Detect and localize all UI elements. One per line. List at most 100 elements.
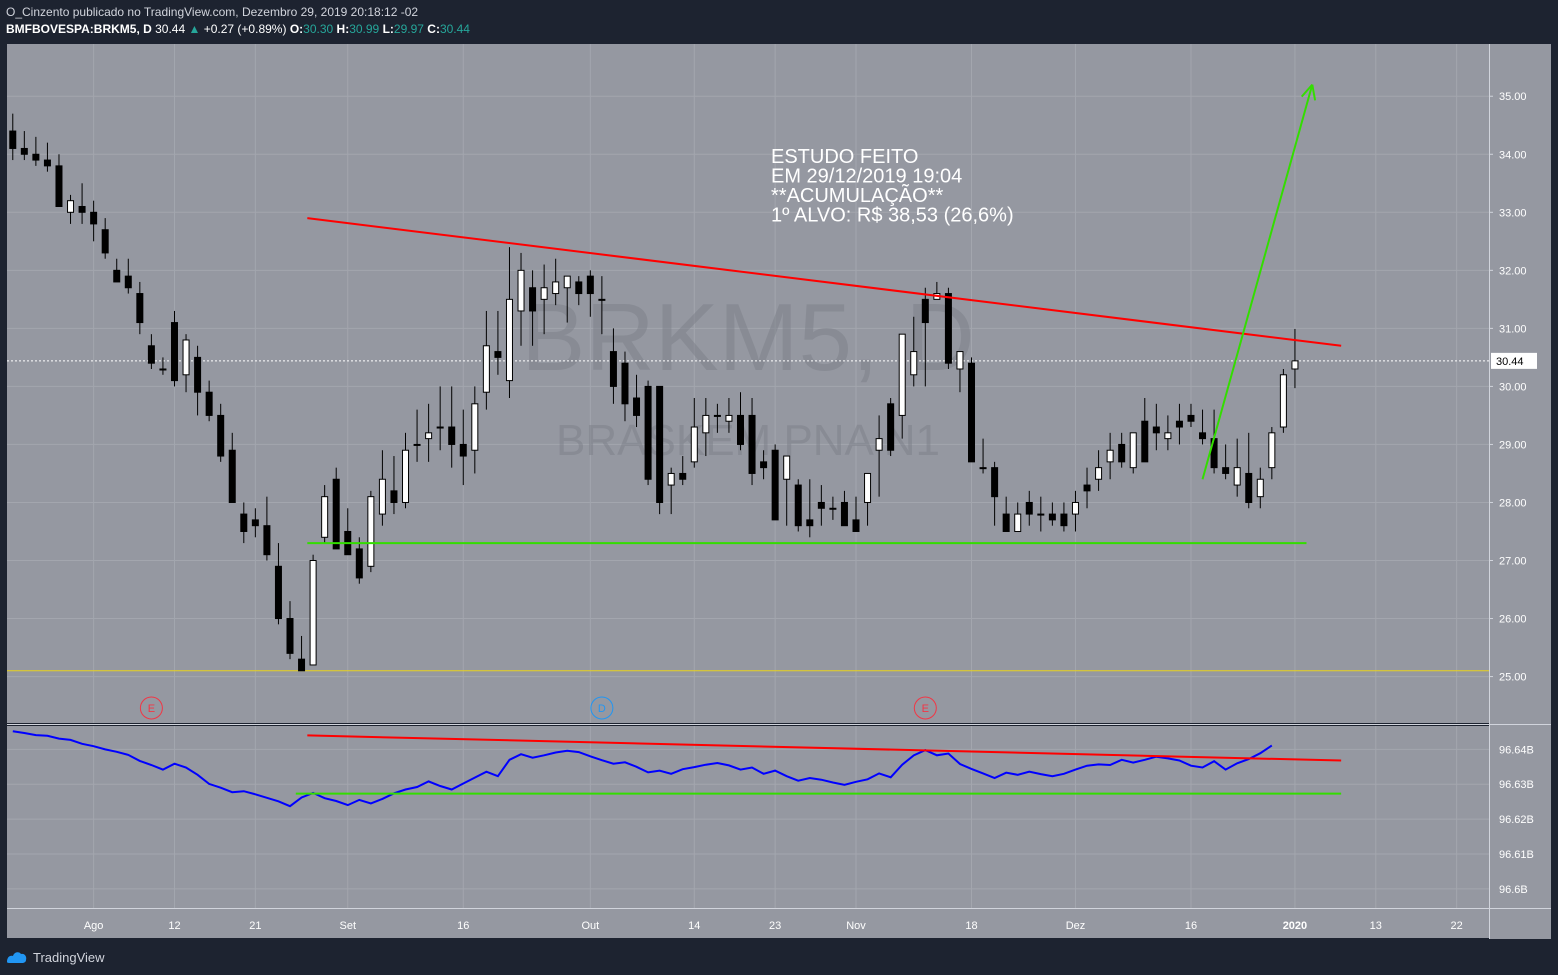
candle — [875, 415, 883, 497]
candle-body — [286, 618, 294, 654]
candle-body — [228, 449, 236, 503]
candle — [552, 258, 560, 306]
high-label: H: — [336, 22, 350, 36]
target-arrow-head — [1300, 83, 1314, 98]
x-tick-label: 14 — [688, 920, 700, 932]
x-tick-label: Nov — [846, 920, 866, 932]
candle-body — [563, 275, 571, 289]
candle — [852, 496, 860, 532]
candle-body — [1129, 432, 1137, 469]
target-arrow-head — [1311, 84, 1317, 101]
candle-body — [760, 461, 768, 469]
candle-body — [263, 525, 271, 556]
candle — [43, 142, 51, 172]
candle-body — [1118, 443, 1126, 463]
tradingview-logo-icon — [7, 952, 27, 963]
candle — [136, 281, 144, 335]
candle-body — [1187, 414, 1195, 422]
author-name[interactable]: O_Cinzento — [6, 5, 70, 19]
candle-body — [459, 443, 467, 457]
candle-body — [78, 205, 86, 213]
y-tick-label: 26.00 — [1499, 614, 1527, 626]
candle — [217, 403, 225, 462]
event-marker-label: E — [148, 703, 155, 715]
candle-body — [436, 426, 444, 429]
candle-body — [944, 293, 952, 364]
x-tick-label: Set — [339, 920, 356, 932]
indicator-pane — [7, 726, 1489, 908]
event-marker-circle — [590, 696, 614, 720]
candle-body — [205, 391, 213, 416]
candle-body — [921, 298, 929, 324]
candle — [633, 374, 641, 428]
candle — [1002, 496, 1010, 532]
candle-body — [1245, 472, 1253, 503]
candle — [55, 154, 63, 207]
publish-text: publicado no TradingView.com, Dezembro 2… — [72, 5, 419, 19]
candle-body — [540, 287, 548, 300]
candle-body — [1199, 432, 1207, 440]
candle — [240, 502, 248, 544]
annotation-line: ESTUDO FEITO — [771, 146, 918, 168]
price-change: +0.27 (+0.89%) — [203, 22, 287, 36]
y-tick-label: 96.61B — [1499, 849, 1534, 861]
candle — [90, 200, 98, 242]
candle — [1071, 490, 1079, 532]
candle-body — [182, 339, 190, 376]
last-price-badge: 30.44 — [1491, 352, 1537, 369]
candle-body — [332, 478, 340, 550]
symbol-legend: BMFBOVESPA:BRKM5, D 30.44 ▲ +0.27 (+0.89… — [6, 21, 470, 38]
footer-brand[interactable]: TradingView — [6, 947, 105, 967]
candle — [228, 432, 236, 503]
candle — [944, 287, 952, 369]
candle — [1279, 368, 1287, 433]
low-value: 29.97 — [393, 22, 424, 36]
candle-body — [194, 356, 202, 393]
symbol-name[interactable]: BMFBOVESPA:BRKM5, D — [6, 22, 152, 36]
candle-body — [321, 496, 329, 538]
open-label: O: — [289, 22, 304, 36]
candle-body — [113, 269, 121, 283]
candle — [598, 276, 606, 335]
x-tick-label: 16 — [1185, 920, 1197, 932]
candle — [159, 357, 167, 375]
annotation-line: 1º ALVO: R$ 38,53 (26,6%) — [771, 205, 1014, 227]
target-arrow-line — [1201, 84, 1314, 480]
candle — [575, 276, 583, 306]
candle-body — [1025, 501, 1033, 515]
candle — [979, 438, 987, 474]
candle-body — [1014, 513, 1022, 532]
candle-body — [1175, 420, 1183, 428]
candle — [840, 490, 848, 527]
candle-body — [67, 200, 75, 213]
candle-body — [852, 519, 860, 532]
candle — [656, 385, 664, 515]
candle — [298, 635, 306, 672]
candle — [991, 461, 999, 526]
candle-body — [124, 275, 132, 289]
candle-body — [32, 153, 40, 161]
candle — [321, 485, 329, 544]
x-tick-label: 16 — [457, 920, 469, 932]
candle-body — [956, 351, 964, 370]
candle-body — [806, 519, 814, 527]
candle — [1129, 432, 1137, 474]
y-tick-label: 34.00 — [1499, 149, 1527, 161]
candle — [563, 275, 571, 323]
candle — [702, 398, 710, 457]
candle — [690, 398, 698, 468]
candle — [517, 252, 525, 346]
x-tick-label: Ago — [84, 920, 104, 932]
candle-body — [667, 472, 675, 486]
candle — [1152, 403, 1160, 451]
candle-body — [43, 159, 51, 167]
candle — [471, 386, 479, 474]
candle-body — [586, 275, 594, 295]
candle-body — [9, 130, 17, 149]
x-tick-label: 23 — [769, 920, 781, 932]
candle-body — [517, 269, 525, 312]
event-marker-label: D — [598, 703, 606, 715]
candle — [147, 334, 155, 369]
candle — [286, 601, 294, 660]
